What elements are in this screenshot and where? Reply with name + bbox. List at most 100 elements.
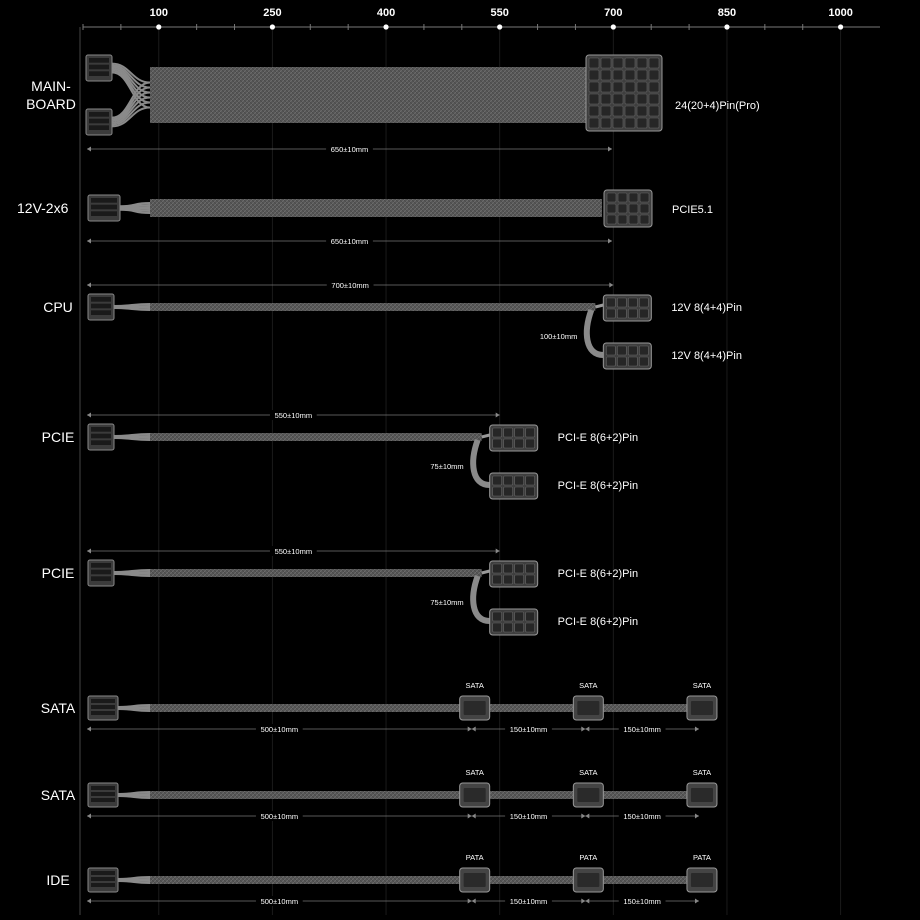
connector-pin xyxy=(525,438,535,449)
drive-connector xyxy=(459,695,491,721)
dimension-label: 550±10mm xyxy=(275,411,312,420)
branch-wire xyxy=(481,433,491,439)
connector-pin xyxy=(514,563,524,574)
connector-pin xyxy=(492,475,502,486)
plug-pin-slot xyxy=(91,883,115,887)
connector-pin xyxy=(492,427,502,438)
plug-pin-slot xyxy=(91,204,117,210)
cable-name: SATA xyxy=(41,700,76,716)
connector-pin xyxy=(617,345,627,356)
drive-connector xyxy=(459,867,491,893)
fan-wire xyxy=(113,437,151,441)
dimension-label: 150±10mm xyxy=(510,812,547,821)
cable-row-cpu: CPU 700±10mm 12V 8(4+4)Pin 12V 8(4+4)Pin 100… xyxy=(43,280,742,370)
drive-connector-face xyxy=(463,788,486,802)
connector-pin xyxy=(525,563,535,574)
cable-row-12v-2x6: 12V-2x6 PCIE5.1 650±10mm xyxy=(17,189,713,246)
dimension-label: 500±10mm xyxy=(261,812,298,821)
connector-pin xyxy=(617,356,627,367)
connector-pin xyxy=(514,475,524,486)
psu-side-plug xyxy=(87,423,115,451)
dimension-arrow-left xyxy=(87,146,91,152)
psu-side-plug xyxy=(87,194,121,222)
length-dimension: 500±10mm xyxy=(87,811,472,821)
connector-pin xyxy=(606,192,617,203)
atx-24pin-connector xyxy=(585,54,663,132)
connector-pin xyxy=(600,81,612,93)
connector-pin xyxy=(525,486,535,497)
drive-connector-label: SATA xyxy=(465,681,483,690)
connector-pin xyxy=(628,297,638,308)
drive-connector xyxy=(686,695,718,721)
plug-pin-slot xyxy=(91,786,115,790)
fan-wire xyxy=(111,96,151,124)
fan-wire xyxy=(111,66,151,94)
scale-tick-dot xyxy=(156,24,162,30)
plug-pin-slot xyxy=(91,303,111,309)
connector-pin xyxy=(606,356,616,367)
connector-pin xyxy=(525,475,535,486)
dimension-arrow-right xyxy=(495,548,500,554)
connector-pin xyxy=(628,345,638,356)
dimension-arrow-right xyxy=(467,898,472,904)
psu-side-plug xyxy=(85,54,113,82)
length-dimension: 550±10mm xyxy=(87,546,500,556)
scale-tick-label: 400 xyxy=(377,7,395,19)
plug-pin-slot xyxy=(91,310,111,315)
dimension-label-bg xyxy=(618,724,666,734)
scale-tick-label: 700 xyxy=(604,7,622,19)
dimension-arrow-left xyxy=(87,238,91,244)
plug-pin-slot xyxy=(89,118,109,124)
connector-pin xyxy=(639,214,650,225)
scale-tick-dot xyxy=(497,24,503,30)
connector-pin xyxy=(624,69,636,81)
connector-pin xyxy=(648,117,660,129)
dimension-arrow-left xyxy=(471,898,476,904)
connector-pin xyxy=(588,117,600,129)
fan-wire xyxy=(111,106,151,128)
connector-pin xyxy=(648,69,660,81)
branch-cable xyxy=(470,438,491,488)
drive-connector-face xyxy=(577,788,600,802)
psu-side-plug xyxy=(85,108,113,136)
split-connector-secondary xyxy=(489,608,539,636)
dimension-arrow-left xyxy=(585,898,590,904)
cable-row-sata-2: SATA SATA SATA SATA 500±10mm 150±10mm 150±10mm xyxy=(41,768,718,821)
length-dimension: 650±10mm xyxy=(87,144,612,154)
dimension-label: 700±10mm xyxy=(331,281,368,290)
connector-pin xyxy=(612,105,624,117)
connector-pin xyxy=(514,574,524,585)
braided-sleeve xyxy=(150,569,482,577)
braided-sleeve xyxy=(150,67,600,123)
connector-pin xyxy=(612,93,624,105)
connector-pin xyxy=(503,563,513,574)
connector-pin xyxy=(525,622,535,633)
connector-pin xyxy=(636,81,648,93)
scale-tick-label: 1000 xyxy=(828,7,852,19)
connector-pin xyxy=(514,486,524,497)
connector-pin xyxy=(492,438,502,449)
dimension-label-bg xyxy=(255,724,303,734)
split-connector-secondary xyxy=(489,472,539,500)
cable-name: PCIE xyxy=(42,565,75,581)
connector-label: PCI-E 8(6+2)Pin xyxy=(558,480,638,492)
braided-sleeve xyxy=(150,876,697,884)
connector-pin xyxy=(617,308,627,319)
fan-wire xyxy=(111,86,151,121)
braided-sleeve xyxy=(150,303,596,311)
cable-name: MAIN- xyxy=(31,78,71,94)
fan-wire xyxy=(119,208,151,214)
braided-sleeve xyxy=(150,433,482,441)
connector-pin xyxy=(612,81,624,93)
psu-side-plug xyxy=(87,559,115,587)
dimension-arrow-left xyxy=(87,898,91,904)
connector-pin xyxy=(624,57,636,69)
drive-connector-face xyxy=(690,788,713,802)
dimension-arrow-right xyxy=(694,813,699,819)
connector-pin xyxy=(600,69,612,81)
branch-wire xyxy=(481,569,491,575)
branch-length-label: 100±10mm xyxy=(540,332,577,341)
plug-pin-slot xyxy=(91,576,111,581)
psu-side-plug xyxy=(87,293,115,321)
branch-length-label: 75±10mm xyxy=(430,462,463,471)
